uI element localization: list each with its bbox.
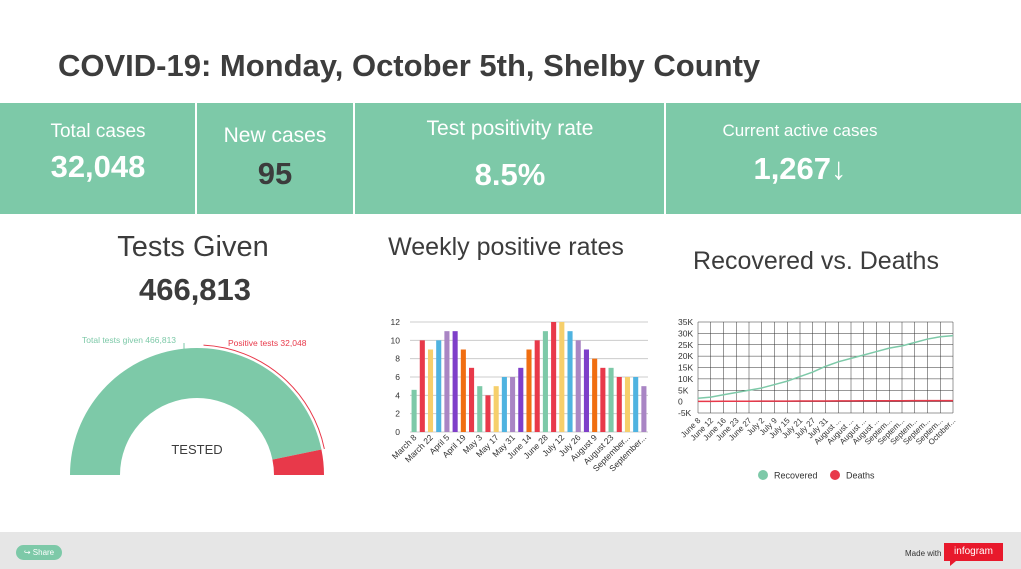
bar xyxy=(575,340,581,432)
page-title: COVID-19: Monday, October 5th, Shelby Co… xyxy=(58,48,761,83)
bar xyxy=(559,322,565,432)
bar xyxy=(608,367,614,432)
bar xyxy=(534,340,540,432)
footer: ↪ Share Made with infogram xyxy=(0,532,1021,569)
kpi-active-label: Current active cases xyxy=(722,121,878,140)
line-y-tick-label: 25K xyxy=(678,340,693,350)
bar xyxy=(452,331,458,432)
share-icon: ↪ xyxy=(23,548,31,557)
line-series-deaths xyxy=(697,399,954,403)
bar xyxy=(501,377,507,432)
bar xyxy=(633,377,639,432)
line-y-tick-label: 0 xyxy=(678,397,683,407)
tests-value: 466,813 xyxy=(138,272,252,307)
recovered-chart-title: Recovered vs. Deaths xyxy=(693,247,939,275)
infogram-logo-tail xyxy=(950,561,956,566)
weekly-chart-title: Weekly positive rates xyxy=(388,233,624,261)
kpi-total-cases-label: Total cases xyxy=(50,121,146,142)
kpi-total-cases: Total cases 32,048 xyxy=(0,103,196,214)
bar xyxy=(526,349,532,432)
kpi-active: Current active cases 1,267↓ xyxy=(666,103,934,214)
bar xyxy=(444,331,450,432)
line-series-recovered xyxy=(697,334,954,399)
bar-y-tick-label: 8 xyxy=(395,354,400,364)
line-y-tick-label: 10K xyxy=(678,374,693,384)
bar xyxy=(518,367,524,432)
gauge-positive-leader xyxy=(203,344,325,450)
bar xyxy=(436,340,442,432)
legend-swatch-recovered xyxy=(758,470,768,480)
bar xyxy=(624,377,631,432)
bar xyxy=(493,386,499,432)
legend-label-deaths: Deaths xyxy=(846,471,875,481)
line-y-tick-label: 15K xyxy=(678,363,693,373)
infogram-logo[interactable]: infogram xyxy=(944,543,1003,561)
line-y-tick-label: 20K xyxy=(678,351,693,361)
kpi-new-cases: New cases 95 xyxy=(197,103,353,214)
gauge-slice-positive xyxy=(272,449,324,475)
kpi-new-cases-label: New cases xyxy=(223,124,327,147)
legend-swatch-deaths xyxy=(830,470,840,480)
kpi-active-value: 1,267 xyxy=(753,151,832,186)
kpi-new-cases-value: 95 xyxy=(257,156,293,191)
kpi-positivity-value: 8.5% xyxy=(474,157,546,192)
kpi-active-value-wrap: 1,267↓ xyxy=(666,151,934,187)
bar xyxy=(551,322,557,432)
bar-y-tick-label: 4 xyxy=(395,390,400,400)
bar xyxy=(567,331,573,432)
kpi-positivity-label: Test positivity rate xyxy=(426,117,594,140)
gauge-positive-label: Positive tests 32,048 xyxy=(228,338,307,348)
bar xyxy=(460,349,466,432)
bar-y-tick-label: 2 xyxy=(395,409,400,419)
bar xyxy=(411,389,417,432)
kpi-total-cases-value: 32,048 xyxy=(50,149,146,184)
bar-y-tick-label: 10 xyxy=(391,335,401,345)
kpi-divider xyxy=(353,103,355,214)
share-label: Share xyxy=(32,548,55,557)
legend-label-recovered: Recovered xyxy=(774,471,818,481)
gauge-total-label: Total tests given 466,813 xyxy=(82,335,176,345)
tests-gauge-chart: Total tests given 466,813 Positive tests… xyxy=(70,335,325,475)
gauge-center-label: TESTED xyxy=(171,442,222,457)
bar-y-tick-label: 0 xyxy=(395,427,400,437)
bar xyxy=(583,349,589,432)
line-y-tick-label: 30K xyxy=(678,328,693,338)
bar xyxy=(485,395,491,432)
bar xyxy=(542,331,548,432)
bar xyxy=(427,349,434,432)
kpi-positivity: Test positivity rate 8.5% xyxy=(355,103,665,214)
bar-y-tick-label: 6 xyxy=(395,372,400,382)
bar xyxy=(592,358,598,432)
share-button[interactable]: ↪ Share xyxy=(16,545,62,560)
line-y-tick-label: 35K xyxy=(678,317,693,327)
kpi-band: Total cases 32,048 New cases 95 Test pos… xyxy=(0,103,1021,214)
bar xyxy=(616,377,622,432)
bar xyxy=(600,367,606,432)
kpi-divider xyxy=(664,103,666,214)
bar xyxy=(419,340,425,432)
bar xyxy=(641,386,647,432)
bar xyxy=(477,386,483,432)
gauge-slice-total xyxy=(70,348,322,475)
bar xyxy=(469,367,475,432)
bar-y-tick-label: 12 xyxy=(391,317,401,327)
arrow-down-icon: ↓ xyxy=(831,151,847,186)
made-with-text: Made with xyxy=(905,549,942,558)
tests-title: Tests Given xyxy=(117,231,269,263)
line-y-tick-label: 5K xyxy=(678,385,689,395)
line-y-tick-label: -5K xyxy=(678,408,692,418)
bar xyxy=(510,377,516,432)
kpi-divider xyxy=(195,103,197,214)
